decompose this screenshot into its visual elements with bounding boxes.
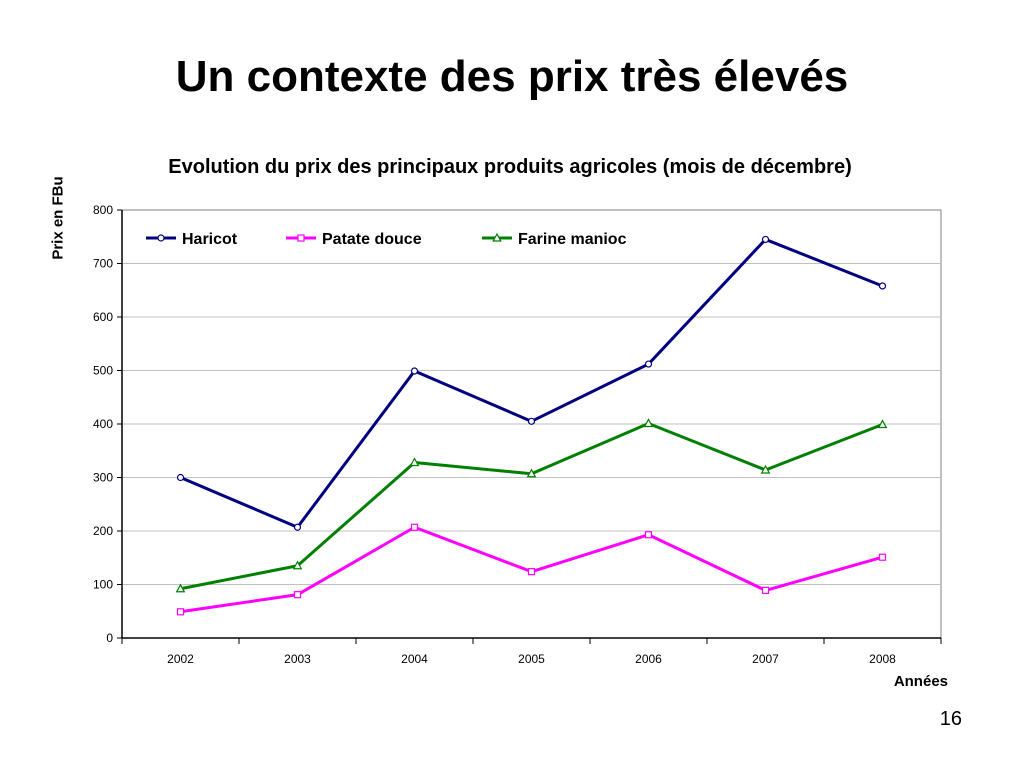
legend-label-farine-manioc: Farine manioc [518, 231, 627, 248]
legend-label-patate-douce: Patate douce [322, 231, 422, 248]
data-point-haricot [293, 523, 302, 531]
data-point-farine-manioc [760, 464, 771, 474]
legend-label-haricot: Haricot [182, 231, 238, 248]
data-point-farine-manioc [175, 583, 186, 593]
y-tick-label: 600 [93, 310, 113, 324]
y-tick-label: 0 [106, 631, 113, 645]
x-tick-label: 2006 [635, 652, 662, 666]
x-tick-label: 2002 [167, 652, 194, 666]
slide-title: Un contexte des prix très élevés [175, 52, 849, 101]
legend-marker-haricot [157, 234, 165, 242]
x-tick-label: 2005 [518, 652, 545, 666]
y-tick-label: 400 [93, 417, 113, 431]
data-point-farine-manioc [643, 418, 654, 428]
legend-marker-farine-manioc [492, 232, 502, 242]
data-point-haricot [644, 360, 653, 368]
data-point-farine-manioc [526, 468, 537, 478]
data-point-patate-douce [878, 553, 887, 561]
x-tick-label: 2007 [752, 652, 779, 666]
data-point-farine-manioc [292, 560, 303, 570]
data-point-patate-douce [761, 586, 770, 594]
y-tick-label: 100 [93, 578, 113, 592]
chart-title: Evolution du prix des principaux produit… [168, 156, 852, 178]
data-point-patate-douce [644, 531, 653, 539]
page-number: 16 [939, 708, 962, 730]
y-tick-label: 800 [93, 203, 113, 217]
x-tick-label: 2003 [284, 652, 311, 666]
data-point-farine-manioc [409, 457, 420, 467]
data-point-patate-douce [176, 608, 185, 616]
data-point-patate-douce [410, 523, 419, 531]
data-point-patate-douce [527, 568, 536, 576]
data-point-farine-manioc [877, 419, 888, 429]
x-tick-label: 2004 [401, 652, 428, 666]
data-point-haricot [527, 417, 536, 425]
data-point-haricot [878, 282, 887, 290]
x-tick-label: 2008 [869, 652, 896, 666]
data-point-haricot [176, 473, 185, 482]
data-point-haricot [761, 235, 770, 244]
y-tick-label: 500 [93, 364, 113, 378]
data-point-patate-douce [293, 591, 302, 599]
y-tick-label: 300 [93, 471, 113, 485]
y-tick-label: 700 [93, 257, 113, 271]
data-point-haricot [410, 367, 419, 375]
y-tick-label: 200 [93, 524, 113, 538]
legend-marker-patate-douce [297, 234, 305, 242]
x-axis-label: Années [893, 673, 948, 690]
